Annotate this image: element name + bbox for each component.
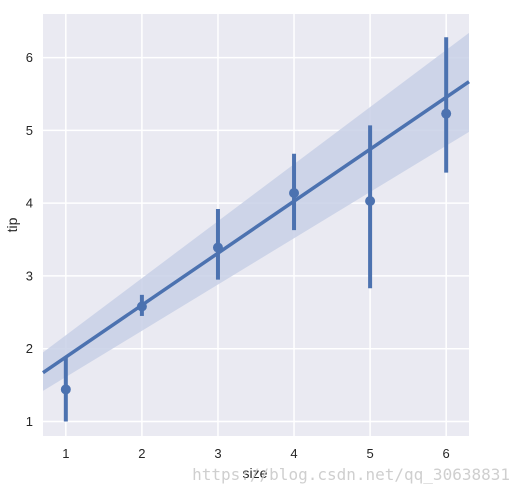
x-tick-label: 6 xyxy=(443,446,450,461)
y-tick-label: 3 xyxy=(26,268,33,283)
data-point xyxy=(136,301,147,312)
y-tick-label: 2 xyxy=(26,341,33,356)
x-tick-label: 1 xyxy=(62,446,69,461)
data-point xyxy=(289,187,300,198)
y-axis-label: tip xyxy=(4,217,20,232)
y-tick-label: 1 xyxy=(26,414,33,429)
x-tick-label: 4 xyxy=(290,446,297,461)
data-point xyxy=(60,384,71,395)
x-tick-label: 5 xyxy=(366,446,373,461)
y-tick-labels: 1 2 3 4 5 6 xyxy=(26,50,33,429)
y-tick-label: 6 xyxy=(26,50,33,65)
regression-line xyxy=(42,80,470,375)
x-tick-label: 2 xyxy=(138,446,145,461)
data-point xyxy=(212,242,223,253)
x-tick-labels: 1 2 3 4 5 6 xyxy=(62,446,450,461)
data-point xyxy=(441,108,452,119)
x-axis-label: size xyxy=(243,465,268,481)
y-tick-label: 5 xyxy=(26,123,33,138)
data-point xyxy=(365,195,376,206)
y-tick-label: 4 xyxy=(26,196,33,211)
data-points xyxy=(60,108,452,395)
watermark-text: https://blog.csdn.net/qq_30638831 xyxy=(192,465,510,484)
x-tick-label: 3 xyxy=(214,446,221,461)
